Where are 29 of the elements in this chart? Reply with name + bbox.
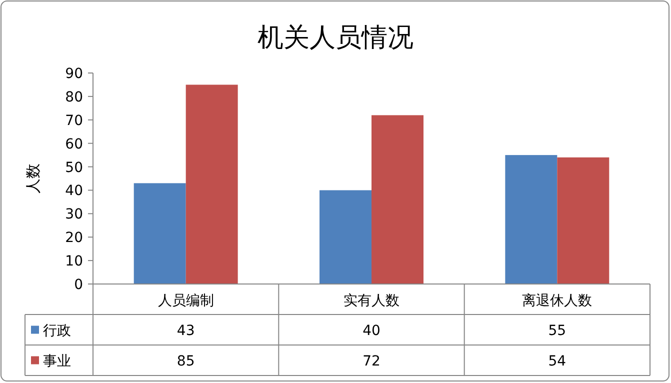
y-tick-label: 30 [65, 206, 83, 223]
data-label: 43 [176, 322, 195, 339]
bar [320, 190, 372, 284]
bar [134, 183, 186, 284]
y-tick-label: 40 [65, 183, 83, 200]
x-tick-label: 离退休人数 [522, 293, 592, 309]
legend-label: 行政 [43, 322, 71, 339]
legend-label: 事业 [43, 353, 71, 370]
y-tick-label: 0 [74, 277, 83, 293]
y-tick-label: 20 [65, 230, 83, 246]
bar [186, 84, 238, 284]
y-tick-label: 70 [65, 112, 83, 129]
data-label: 72 [362, 353, 380, 370]
bar [372, 115, 424, 284]
data-label: 54 [548, 353, 566, 370]
x-tick-label: 实有人数 [344, 293, 400, 309]
data-label: 55 [548, 322, 566, 339]
chart-title: 机关人员情况 [258, 23, 414, 53]
y-axis-title: 人数 [24, 164, 42, 194]
y-tick-label: 80 [65, 89, 83, 106]
y-tick-label: 60 [65, 136, 83, 152]
data-label: 40 [362, 322, 380, 339]
y-tick-label: 10 [65, 254, 83, 270]
y-tick-label: 90 [65, 66, 83, 82]
bar [505, 155, 558, 284]
bar [557, 157, 610, 284]
x-tick-label: 人员编制 [158, 293, 214, 309]
y-tick-label: 50 [65, 160, 83, 176]
data-label: 85 [176, 353, 195, 370]
